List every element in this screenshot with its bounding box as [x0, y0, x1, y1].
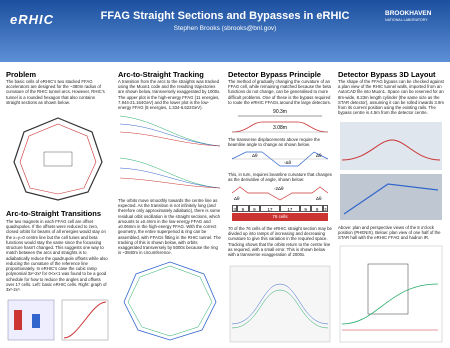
angle-label: Δθ	[252, 153, 258, 158]
cell-count: 9	[248, 205, 261, 212]
heading: Arc-to-Straight Tracking	[118, 70, 204, 79]
cell-figures	[7, 299, 109, 341]
cell-total: 76 cells	[232, 213, 328, 221]
text: The two magnets in each FFAG cell are of…	[6, 219, 108, 293]
heading: Problem	[6, 70, 37, 79]
text: The method of gradually changing the cur…	[228, 79, 331, 105]
heading: Detector Bypass Principle	[228, 70, 321, 79]
text: The basic cells of eRHIC's two stacked F…	[6, 79, 105, 105]
cell-count: 3	[322, 205, 328, 212]
heading: Arc-to-Straight Transitions	[6, 209, 102, 218]
angle-diagram: Δθ -Δθ Δθ	[231, 151, 329, 167]
text: The shape of the FFAG bypass can be chec…	[338, 79, 444, 116]
title: FFAG Straight Sections and Bypasses in e…	[100, 10, 350, 22]
lab-sub: NATIONAL LABORATORY	[385, 18, 428, 22]
bypass-geometry: 90.3m 3.08m	[231, 109, 329, 133]
header: eRHIC FFAG Straight Sections and Bypasse…	[0, 0, 450, 62]
star-hall-plan	[339, 245, 443, 343]
heading: Detector Bypass 3D Layout	[338, 70, 436, 79]
cell-count: 9	[311, 205, 323, 212]
cell-count: 17	[260, 205, 280, 212]
text: This, in turn, requires beamline curvatu…	[228, 172, 332, 183]
bypass-tracking	[229, 265, 331, 343]
curvature-label: -2Δθ	[274, 186, 284, 191]
3d-views	[340, 122, 442, 220]
angle-label: -Δθ	[284, 160, 292, 165]
caption: Above: plan and perspective views of the…	[338, 225, 441, 241]
text: 70 of the 76 cells of the eRHIC straight…	[228, 226, 332, 258]
cell-count: 9	[299, 205, 312, 212]
cell-count: 17	[279, 205, 300, 212]
author: Stephen Brooks (sbrooks@bnl.gov)	[173, 25, 277, 32]
cell-count: 3	[232, 205, 238, 212]
offset-label: 3.08m	[273, 125, 287, 131]
cell-table: 3 9 9 17 17 9 9 3	[232, 205, 328, 212]
angle-label: Δθ	[316, 153, 322, 158]
text: A transition from the arcs to the straig…	[118, 79, 221, 111]
text: The orbits move smoothly towards the cen…	[118, 198, 221, 256]
length-label: 90.3m	[273, 109, 287, 115]
text: The transverse displacements above requi…	[228, 137, 320, 148]
tracking-plots	[119, 115, 221, 189]
curvature-label: Δθ	[316, 196, 322, 201]
curvature-label: Δθ	[234, 196, 240, 201]
lab: BROOKHAVEN	[385, 10, 432, 17]
ring-tracking	[123, 261, 217, 341]
logo: eRHIC	[10, 12, 55, 27]
ring-diagram	[13, 117, 103, 201]
cell-count: 9	[237, 205, 249, 212]
curvature-diagram: -2Δθ Δθ Δθ	[231, 186, 329, 201]
